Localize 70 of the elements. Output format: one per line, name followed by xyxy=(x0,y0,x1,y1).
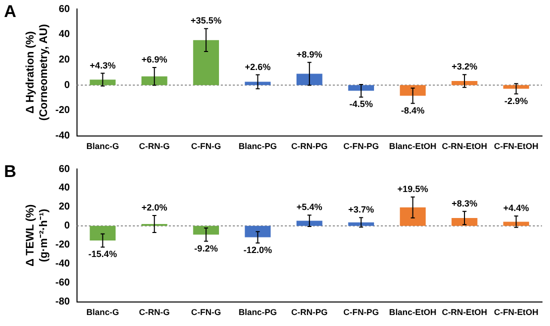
data-label: -12.0% xyxy=(243,244,272,255)
y-tick-label: -60 xyxy=(55,278,70,289)
bar xyxy=(452,218,478,226)
y-tick-label: 20 xyxy=(58,54,70,66)
data-label: +4.4% xyxy=(503,203,530,214)
bar xyxy=(348,85,374,91)
x-tick-label: Blanc-G xyxy=(86,307,120,318)
y-axis-title: Δ TEWL (%) (g·m⁻²·h⁻¹) xyxy=(24,204,50,266)
data-label: -2.9% xyxy=(504,96,528,106)
y-tick-label: 60 xyxy=(58,164,70,175)
bar xyxy=(141,76,168,86)
text: B xyxy=(4,162,16,182)
x-tick-label: C-RN-EtOH xyxy=(442,141,488,152)
bar xyxy=(348,222,374,226)
data-label: +19.5% xyxy=(397,184,428,194)
x-tick-label: C-FN-EtOH xyxy=(494,307,538,318)
data-label: -15.4% xyxy=(88,249,117,260)
data-label: +8.9% xyxy=(296,49,322,60)
bar xyxy=(503,222,530,226)
y-axis-title: Δ Hydration (%) (Corneometry, AU) xyxy=(24,24,50,121)
bar xyxy=(452,81,478,86)
data-label: +2.0% xyxy=(141,202,168,212)
x-tick-label: C-RN-G xyxy=(139,307,170,318)
y-tick-label: -80 xyxy=(55,296,70,308)
x-tick-label: C-FN-PG xyxy=(343,307,380,318)
bar xyxy=(503,85,530,89)
x-tick-label: Blanc-EtOH xyxy=(389,307,436,318)
y-tick-label: 40 xyxy=(58,182,70,194)
bar xyxy=(244,226,271,238)
x-tick-label: C-FN-PG xyxy=(343,141,380,152)
x-tick-label: C-RN-G xyxy=(139,141,170,152)
data-label: +3.2% xyxy=(452,62,478,72)
bar xyxy=(400,85,426,96)
x-tick-label: C-FN-G xyxy=(191,307,222,318)
data-label: +2.6% xyxy=(244,62,271,72)
y-tick-label: 0 xyxy=(64,80,70,91)
bar xyxy=(400,207,426,226)
data-label: -8.4% xyxy=(401,105,425,116)
x-tick-label: Blanc-EtOH xyxy=(389,141,436,152)
text: A xyxy=(4,2,16,22)
bar xyxy=(193,40,219,86)
bar xyxy=(296,220,322,226)
x-tick-label: C-FN-G xyxy=(191,141,222,152)
y-tick-label: 40 xyxy=(58,29,70,40)
x-tick-label: C-RN-PG xyxy=(291,141,328,152)
bar xyxy=(90,226,116,241)
data-label: +8.3% xyxy=(452,198,478,208)
bar xyxy=(193,226,219,235)
y-tick-label: 20 xyxy=(58,202,70,213)
x-tick-label: C-RN-EtOH xyxy=(442,307,488,318)
y-tick-label: -20 xyxy=(55,105,70,116)
y-tick-label: -40 xyxy=(55,130,70,142)
bar xyxy=(90,80,116,86)
data-label: +4.3% xyxy=(90,60,116,70)
y-tick-label: 0 xyxy=(64,220,70,232)
data-label: -4.5% xyxy=(349,99,373,110)
x-tick-label: C-RN-PG xyxy=(291,307,328,318)
data-label: +5.4% xyxy=(296,202,322,212)
y-tick-label: -20 xyxy=(55,240,70,251)
data-label: +6.9% xyxy=(141,54,168,64)
data-label: +35.5% xyxy=(190,16,222,26)
y-tick-label: 60 xyxy=(58,4,70,15)
y-tick-label: -40 xyxy=(55,258,70,270)
data-label: -9.2% xyxy=(194,243,218,254)
x-tick-label: Blanc-PG xyxy=(238,141,278,152)
bar xyxy=(296,74,322,86)
x-tick-label: Blanc-G xyxy=(86,141,120,152)
data-label: +3.7% xyxy=(348,204,374,215)
x-tick-label: Blanc-PG xyxy=(238,307,278,318)
x-tick-label: C-FN-EtOH xyxy=(494,141,538,152)
